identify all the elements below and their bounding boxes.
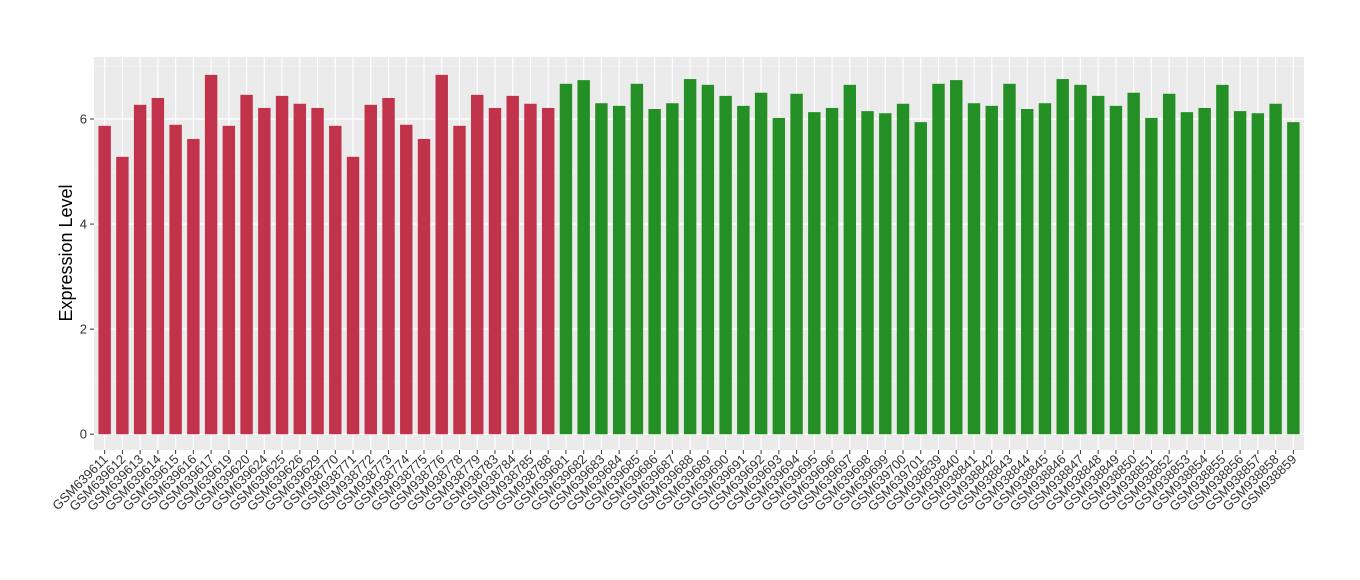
bar	[737, 105, 750, 435]
bar	[169, 124, 182, 435]
bar	[258, 107, 271, 435]
bar	[382, 97, 395, 435]
bar	[666, 103, 679, 435]
bar	[329, 125, 342, 435]
bar	[275, 95, 289, 435]
bar	[524, 103, 537, 435]
bar	[435, 74, 448, 435]
y-tick-label: 0	[80, 427, 87, 442]
y-tick-label: 4	[80, 217, 87, 232]
bar	[541, 107, 555, 435]
bar	[612, 105, 626, 435]
bar	[364, 104, 377, 435]
bar	[116, 156, 129, 435]
y-tick-label: 6	[80, 111, 87, 126]
bar	[133, 104, 147, 435]
bar	[222, 125, 236, 435]
bar	[293, 103, 307, 435]
y-axis-label: Expression Level	[56, 184, 76, 321]
bar	[932, 83, 945, 435]
bar	[453, 125, 466, 435]
bar	[1198, 107, 1211, 435]
bar	[1180, 112, 1194, 435]
bar	[187, 138, 200, 435]
bar	[488, 107, 502, 435]
y-tick-label: 2	[80, 322, 87, 337]
bar	[1091, 95, 1105, 435]
bar	[1003, 83, 1016, 435]
bar	[1021, 109, 1034, 435]
bar	[1038, 103, 1052, 435]
bar	[683, 79, 697, 435]
bar	[896, 103, 910, 435]
bar	[1074, 84, 1087, 435]
bar	[151, 97, 165, 435]
bar	[471, 94, 484, 435]
bar	[1056, 79, 1069, 435]
bar	[719, 95, 732, 435]
bar	[1287, 122, 1300, 435]
bar	[985, 105, 998, 435]
bar	[914, 122, 927, 435]
bar	[240, 94, 253, 435]
bar	[630, 83, 644, 435]
bar	[701, 84, 715, 435]
bar	[417, 138, 431, 435]
bar	[400, 124, 413, 435]
bar	[506, 95, 519, 435]
bar	[595, 103, 608, 435]
bar	[1145, 117, 1158, 435]
bar	[98, 125, 111, 435]
bar	[1233, 111, 1247, 435]
bar	[967, 103, 981, 435]
bar	[1109, 105, 1123, 435]
bar	[772, 117, 786, 435]
bar	[843, 84, 857, 435]
bar	[754, 92, 768, 435]
bar	[790, 93, 803, 435]
bar	[559, 83, 573, 435]
bar	[879, 113, 892, 435]
bar	[204, 74, 218, 435]
bar	[1269, 103, 1282, 435]
bar	[808, 112, 821, 435]
bar	[1162, 93, 1176, 435]
bar	[311, 107, 324, 435]
bar	[577, 80, 590, 435]
bar	[1251, 113, 1265, 435]
bar	[825, 107, 839, 435]
bar	[1127, 92, 1140, 435]
bar	[648, 109, 661, 435]
bar	[346, 156, 360, 435]
bar	[950, 80, 963, 435]
panel	[94, 57, 1304, 450]
bar	[1216, 84, 1229, 435]
bar	[861, 111, 874, 435]
